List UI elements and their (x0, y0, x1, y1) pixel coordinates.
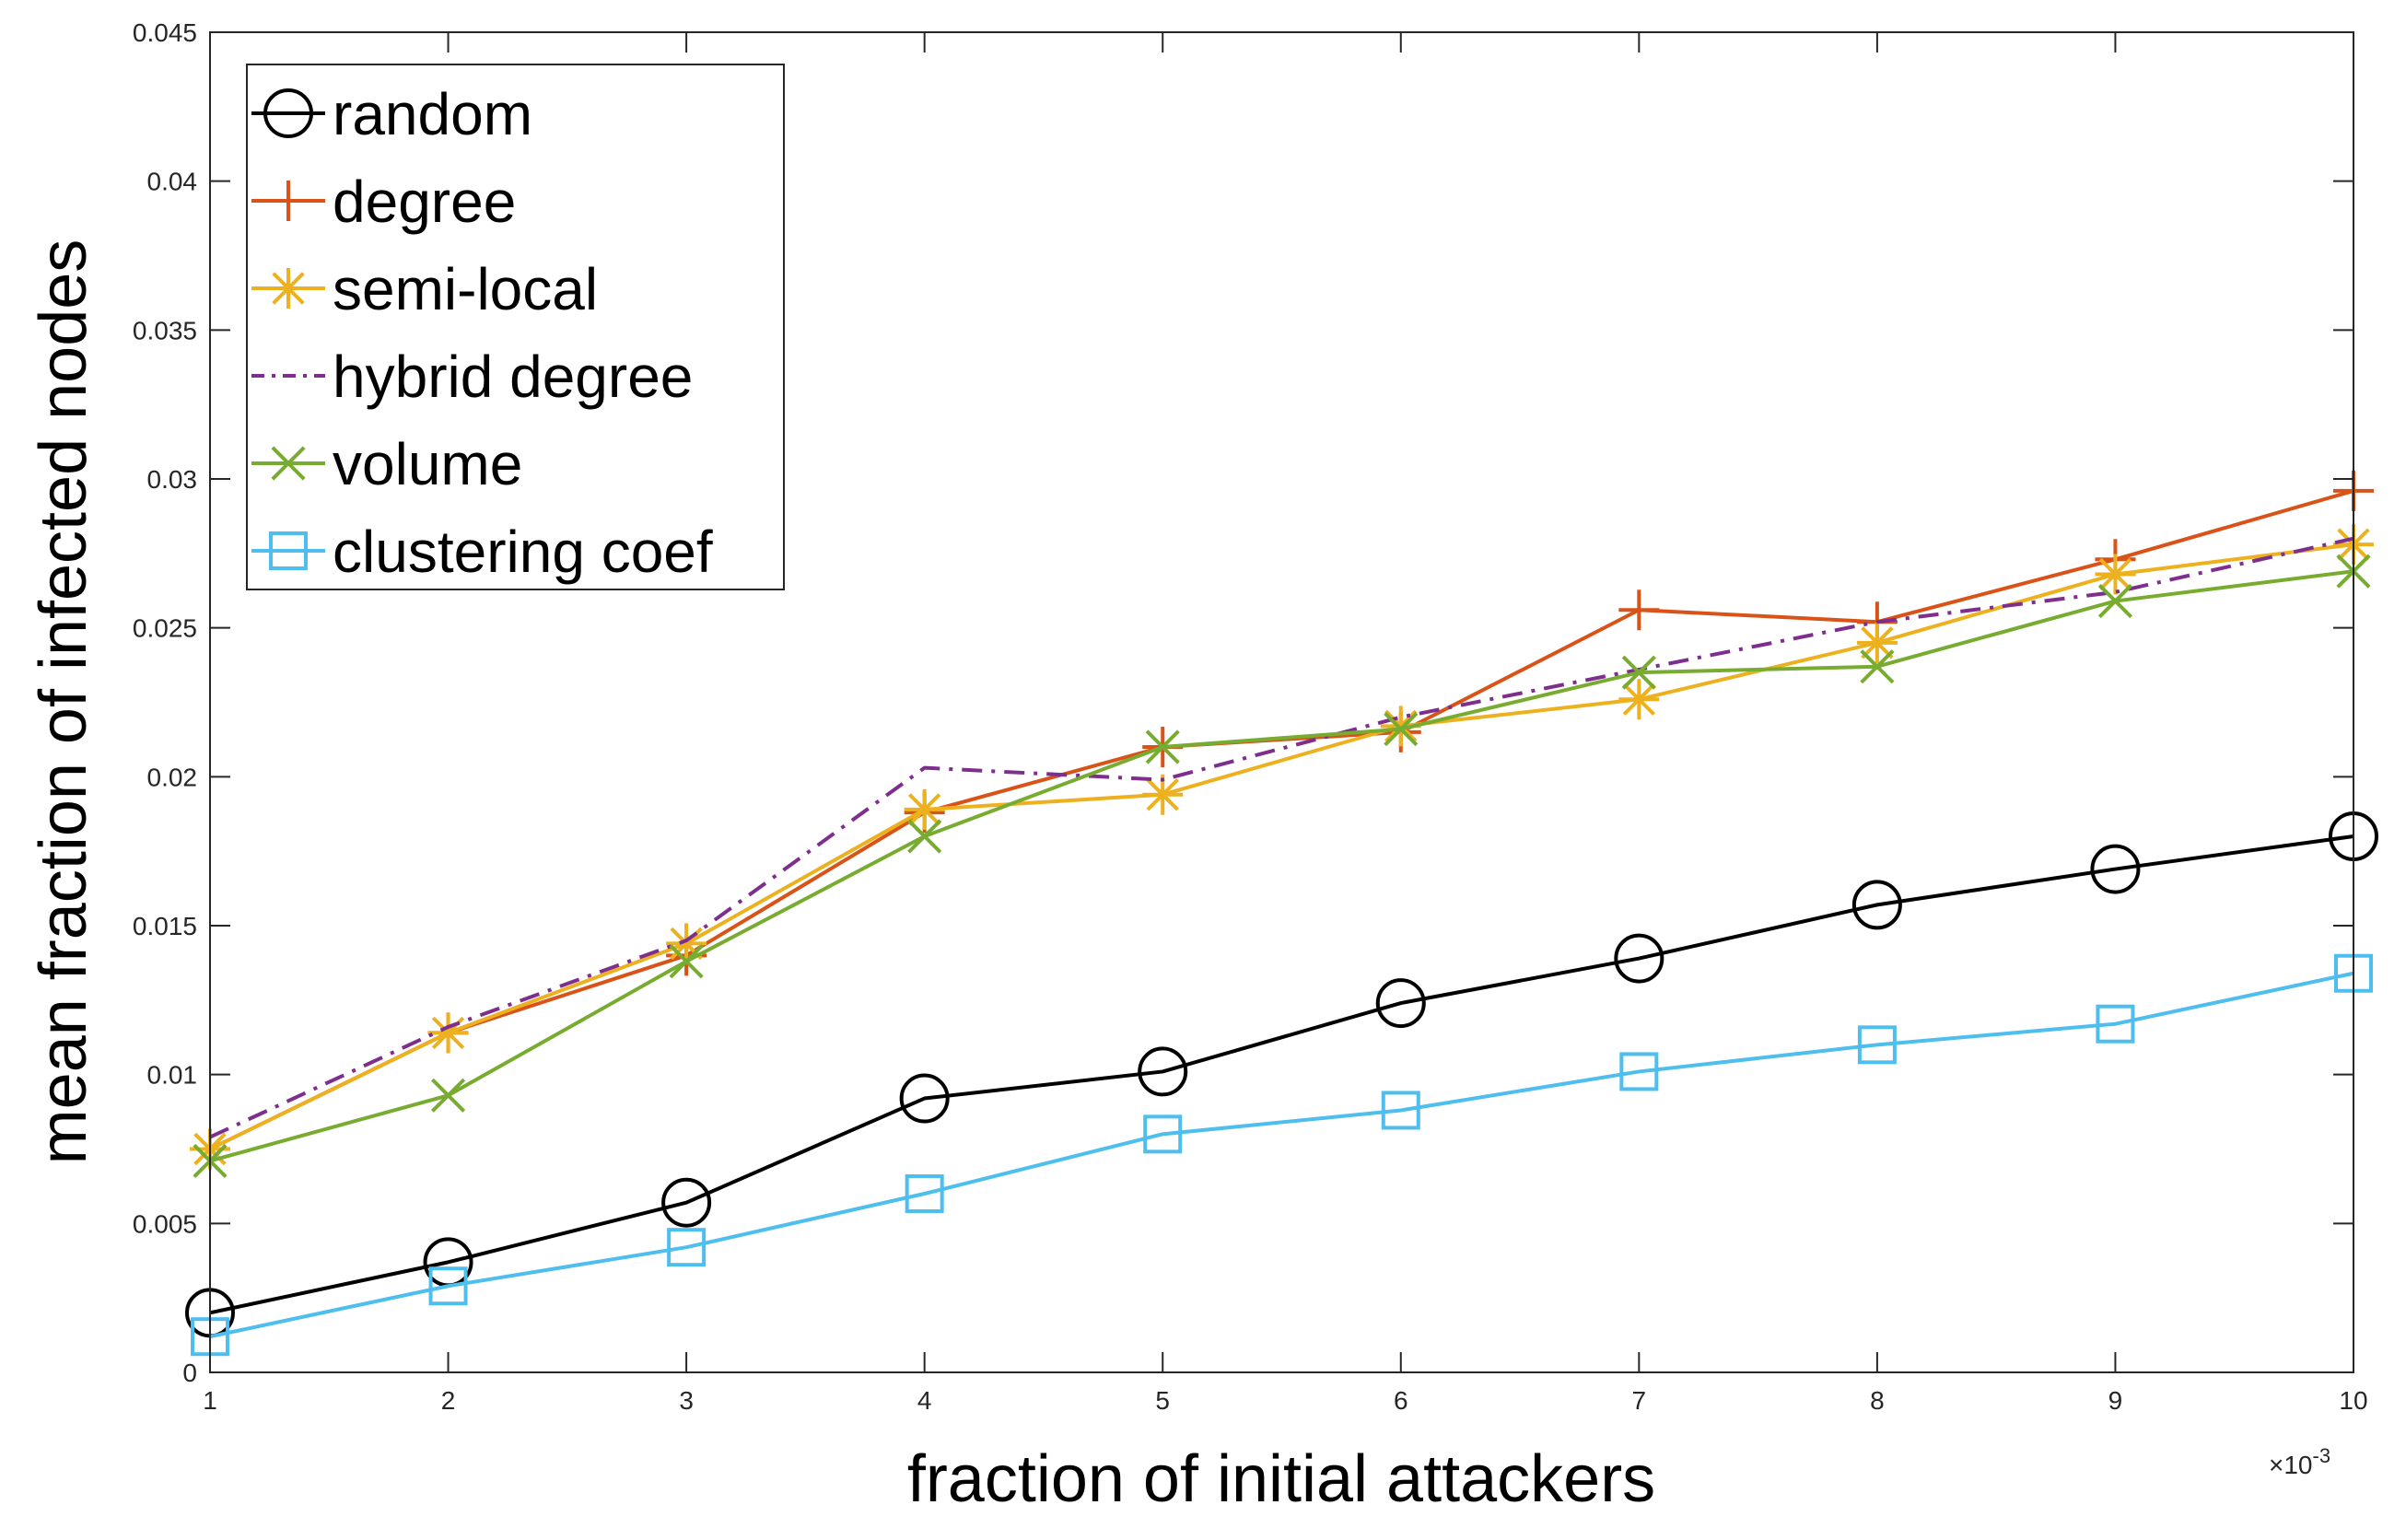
legend-marker (269, 531, 308, 570)
x-exponent-base: ×10 (2269, 1451, 2313, 1479)
data-point (1621, 655, 1656, 690)
series-line (209, 542, 2354, 1151)
legend-label: semi-local (333, 256, 598, 322)
x-tick-label: 2 (441, 1386, 456, 1415)
data-point (899, 1073, 950, 1124)
series-random (185, 811, 2378, 1338)
legend-marker (268, 268, 309, 309)
legend: random degree semi-local hybrid degree volum… (246, 64, 785, 590)
legend-label: hybrid degree (333, 344, 693, 410)
data-point (1614, 933, 1664, 984)
series-line (209, 834, 2354, 1315)
data-point (1143, 1114, 1183, 1154)
series-line (209, 569, 2354, 1163)
data-point (430, 1078, 466, 1113)
legend-label: degree (333, 169, 516, 235)
y-tick-label: 0.03 (147, 465, 198, 494)
y-tick-label: 0.04 (147, 168, 198, 196)
series-semi-local (190, 524, 2374, 1170)
x-axis-title: fraction of initial attackers (907, 1442, 1655, 1516)
data-point (1375, 978, 1426, 1029)
legend-item: clustering coef (251, 519, 713, 585)
data-point (1384, 712, 1419, 747)
series-line (209, 536, 2354, 1139)
legend-item: degree (251, 169, 516, 235)
data-point (1138, 1046, 1188, 1097)
y-tick-label: 0 (182, 1359, 197, 1387)
y-tick-label: 0.025 (133, 614, 197, 643)
legend-item: hybrid degree (251, 344, 693, 410)
data-point (1856, 622, 1898, 663)
legend-label: random (333, 81, 532, 147)
legend-marker (268, 181, 309, 221)
data-point (1618, 679, 1660, 720)
data-point (1381, 1091, 1420, 1130)
data-point (1857, 1025, 1897, 1065)
data-point (427, 1012, 469, 1054)
data-point (2095, 554, 2136, 595)
x-axis-ticks: 1 2 3 4 5 6 7 8 9 10 (203, 32, 2368, 1415)
y-axis-title: mean fraction of infected nodes (27, 239, 100, 1165)
data-point (661, 1177, 712, 1228)
series-line (209, 971, 2354, 1339)
data-point (2097, 583, 2133, 619)
data-point (669, 944, 704, 979)
data-point (2090, 844, 2141, 894)
legend-marker (263, 88, 313, 138)
y-tick-label: 0.005 (133, 1209, 197, 1238)
x-exponent-power: -3 (2313, 1444, 2331, 1467)
legend-item: random (251, 81, 532, 147)
series-volume (193, 554, 2371, 1179)
data-point (905, 1174, 944, 1213)
series-hybrid-degree (209, 536, 2354, 1139)
y-tick-label: 0.015 (133, 912, 197, 940)
x-exponent-label: ×10-3 (2269, 1444, 2330, 1479)
y-tick-label: 0.045 (133, 18, 197, 47)
data-point (904, 788, 945, 830)
x-tick-label: 4 (917, 1386, 932, 1415)
y-tick-label: 0.035 (133, 316, 197, 344)
y-tick-label: 0.02 (147, 763, 198, 791)
data-point (1619, 1052, 1659, 1091)
data-point (2096, 1004, 2135, 1044)
data-point (667, 1228, 707, 1267)
axes-layer (209, 31, 2354, 1373)
x-tick-label: 3 (679, 1386, 694, 1415)
data-point (1618, 589, 1660, 631)
x-tick-label: 6 (1394, 1386, 1408, 1415)
x-tick-label: 9 (2108, 1386, 2123, 1415)
legend-label: volume (333, 431, 522, 497)
series-clustering-coef (191, 953, 2373, 1357)
data-point (1860, 649, 1895, 684)
x-tick-label: 8 (1870, 1386, 1885, 1415)
y-axis-ticks: 0 0.005 0.01 0.015 0.02 0.025 0.03 0.035 0.04 0.0… (133, 18, 2353, 1387)
data-point (666, 923, 707, 964)
y-tick-label: 0.01 (147, 1061, 198, 1090)
legend-marker (271, 446, 306, 481)
legend-label: clustering coef (333, 519, 713, 585)
data-point (1142, 774, 1184, 815)
x-tick-label: 10 (2339, 1386, 2367, 1415)
axes-box (209, 31, 2354, 1373)
data-point (1851, 880, 1902, 930)
legend-box (246, 64, 785, 590)
data-point (428, 1266, 468, 1306)
data-point (1145, 729, 1180, 764)
x-tick-label: 1 (203, 1386, 217, 1415)
legend-item: semi-local (251, 256, 598, 322)
legend-item: volume (251, 431, 522, 497)
x-tick-label: 5 (1155, 1386, 1170, 1415)
x-tick-label: 7 (1632, 1386, 1647, 1415)
data-point (907, 819, 942, 854)
data-point (1380, 706, 1421, 747)
